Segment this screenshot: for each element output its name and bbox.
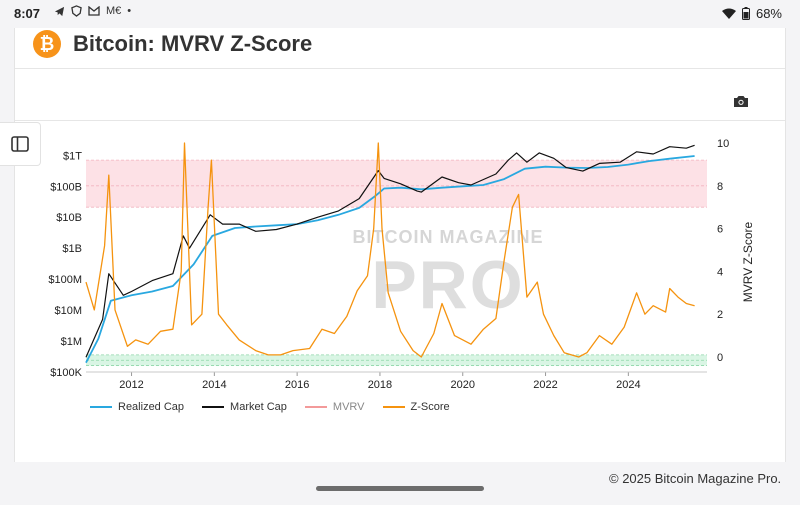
camera-icon[interactable] <box>733 95 749 108</box>
x-axis-tick-label: 2020 <box>450 379 474 391</box>
right-axis-tick-label: 8 <box>717 181 723 193</box>
status-app-label: M€ <box>106 5 122 17</box>
series-line-z-score <box>85 142 695 358</box>
gmail-icon <box>88 6 100 16</box>
copyright-text: © 2025 Bitcoin Magazine Pro. <box>609 471 782 486</box>
legend-item-market-cap[interactable]: Market Cap <box>202 401 287 413</box>
right-axis-tick-label: 0 <box>717 352 723 364</box>
x-axis-tick-label: 2012 <box>119 379 143 391</box>
battery-icon <box>741 7 750 20</box>
left-axis-tick-label: $100M <box>48 274 82 286</box>
status-bar: 8:07 M€ • 68% <box>0 0 800 28</box>
x-axis-tick-label: 2014 <box>202 379 226 391</box>
legend-item-realized-cap[interactable]: Realized Cap <box>90 401 184 413</box>
legend-label: Market Cap <box>230 401 287 413</box>
battery-level: 68% <box>755 6 782 21</box>
shield-icon <box>71 5 82 17</box>
chart-legend: Realized Cap Market Cap MVRV Z-Score <box>90 401 468 413</box>
status-notification-icons: M€ • <box>54 5 131 17</box>
left-axis-tick-label: $10B <box>56 212 82 224</box>
right-axis-title: MVRV Z-Score <box>741 221 755 302</box>
left-axis-tick-label: $10M <box>54 305 82 317</box>
status-time: 8:07 <box>14 6 41 21</box>
chart-card: ₿ Bitcoin: MVRV Z-Score © 2025 Bitcoin M… <box>14 28 786 486</box>
x-axis-tick-label: 2018 <box>368 379 392 391</box>
home-gesture-bar[interactable] <box>316 486 484 491</box>
x-axis-tick-label: 2022 <box>533 379 557 391</box>
legend-label: MVRV <box>332 401 365 413</box>
bitcoin-logo-icon: ₿ <box>33 30 61 58</box>
chart-toolbar <box>15 68 785 121</box>
legend-label: Realized Cap <box>118 401 185 413</box>
status-dot: • <box>127 5 132 17</box>
right-axis-tick-label: 2 <box>717 309 723 321</box>
sidebar-panel-icon <box>11 136 29 152</box>
right-axis-tick-label: 4 <box>717 266 723 278</box>
watermark-line1: BITCOIN MAGAZINE <box>353 227 544 247</box>
wifi-icon <box>721 8 736 19</box>
left-axis-tick-label: $100K <box>50 367 82 379</box>
right-axis-tick-label: 6 <box>717 224 723 236</box>
legend-label: Z-Score <box>410 401 450 413</box>
left-axis-tick-label: $1M <box>61 336 82 348</box>
sidebar-toggle-button[interactable] <box>0 122 41 166</box>
page-header: ₿ Bitcoin: MVRV Z-Score <box>15 28 785 69</box>
left-axis-tick-label: $1T <box>63 150 82 162</box>
telegram-icon <box>54 6 65 16</box>
left-axis-tick-label: $100B <box>50 181 82 193</box>
right-axis-tick-label: 10 <box>717 138 729 150</box>
series-line-market-cap <box>85 144 695 358</box>
legend-item-mvrv[interactable]: MVRV <box>304 401 365 413</box>
x-axis-tick-label: 2024 <box>616 379 640 391</box>
legend-item-z-score[interactable]: Z-Score <box>382 401 450 413</box>
status-right: 68% <box>721 6 782 21</box>
x-axis-tick-label: 2016 <box>285 379 309 391</box>
upper-band <box>86 160 707 208</box>
page-title: Bitcoin: MVRV Z-Score <box>73 31 313 56</box>
left-axis-tick-label: $1B <box>62 243 82 255</box>
